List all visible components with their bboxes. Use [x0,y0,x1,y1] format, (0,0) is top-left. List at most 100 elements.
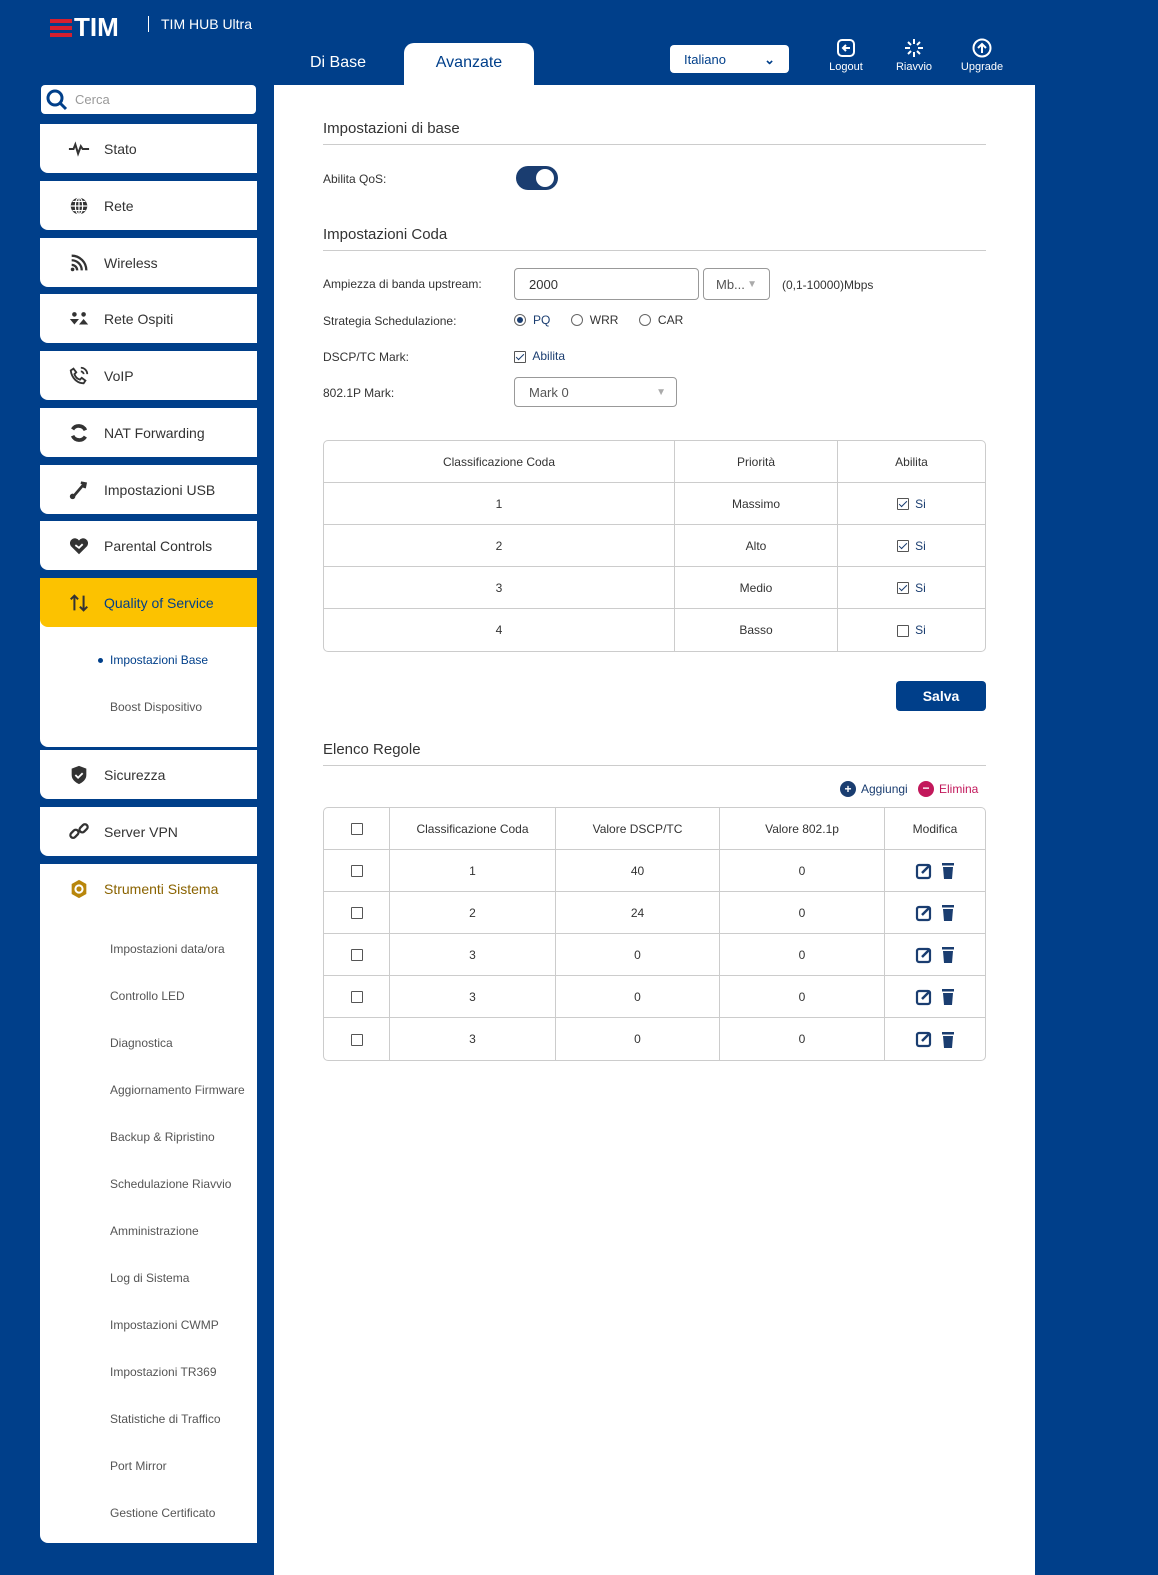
row-checkbox[interactable] [350,907,363,920]
sidebar-item-quality-of-service[interactable]: Quality of Service Impostazioni Base Boost… [40,578,257,747]
row-checkbox[interactable] [350,1033,363,1046]
sidebar-item-head[interactable]: Quality of Service [40,578,257,627]
delete-button[interactable]: − Elimina [918,781,978,797]
sidebar-subitem[interactable]: Controllo LED [110,989,185,1003]
sidebar-item-head[interactable]: Parental Controls [40,521,257,570]
row-checkbox[interactable] [350,949,363,962]
sidebar-subitem[interactable]: Backup & Ripristino [110,1130,215,1144]
sidebar-subitem[interactable]: Amministrazione [110,1224,199,1238]
reboot-button[interactable]: Riavvio [884,38,944,73]
queue-table: Classificazione Coda Priorità Abilita 1 Mas… [323,440,986,652]
mark-select[interactable]: Mark 0 ▼ [514,377,677,407]
sidebar-item-head[interactable]: Rete Ospiti [40,294,257,343]
enable-checkbox[interactable] [897,582,910,595]
sidebar-subitem[interactable]: Statistiche di Traffico [110,1412,221,1426]
add-button[interactable]: + Aggiungi [840,781,908,797]
product-name: TIM HUB Ultra [148,16,252,32]
sidebar-subitem[interactable]: Diagnostica [110,1036,173,1050]
sidebar-item-rete-ospiti[interactable]: Rete Ospiti [40,294,257,343]
trash-icon[interactable] [941,1031,955,1048]
sidebar-item-strumenti-sistema[interactable]: Strumenti Sistema Impostazioni data/ora Co… [40,864,257,1543]
col-edit: Modifica [885,808,985,850]
p8021-cell: 0 [720,850,885,892]
queue-cell: 4 [324,609,675,651]
sidebar-item-head[interactable]: Stato [40,124,257,173]
sidebar-item-stato[interactable]: Stato [40,124,257,173]
sidebar-subitem[interactable]: Impostazioni Base [40,637,257,684]
enable-checkbox[interactable] [897,624,910,637]
enable-cell[interactable]: Si [838,525,985,567]
edit-icon[interactable] [915,988,933,1006]
bandwidth-unit-select[interactable]: Mb... ▼ [703,268,770,300]
qos-toggle[interactable] [516,166,558,190]
dscp-cell: 40 [556,850,720,892]
sidebar-item-server-vpn[interactable]: Server VPN [40,807,257,856]
sidebar-item-sicurezza[interactable]: Sicurezza [40,750,257,799]
enable-checkbox[interactable] [897,540,910,553]
row-checkbox[interactable] [350,991,363,1004]
tim-logo: TIM [50,12,119,43]
enable-checkbox[interactable] [897,498,910,511]
queue-cell: 1 [390,850,556,892]
sidebar-item-wireless[interactable]: Wireless [40,238,257,287]
shield-icon [71,765,87,784]
trash-icon[interactable] [941,862,955,879]
trash-icon[interactable] [941,904,955,921]
sidebar-item-label: Quality of Service [104,594,214,611]
sidebar-subitem[interactable]: Aggiornamento Firmware [110,1083,245,1097]
trash-icon[interactable] [941,946,955,963]
sidebar-subitem[interactable]: Port Mirror [110,1459,167,1473]
trash-icon[interactable] [941,988,955,1005]
radio-car[interactable]: CAR [638,313,683,327]
sidebar-item-voip[interactable]: VoIP [40,351,257,400]
table-row: 3 Medio Si [324,567,985,609]
sidebar-subitem[interactable]: Gestione Certificato [110,1506,216,1520]
save-button[interactable]: Salva [896,681,986,711]
sidebar-subitem[interactable]: Schedulazione Riavvio [110,1177,232,1191]
search-input[interactable]: Cerca [41,85,256,114]
sidebar-subitem[interactable]: Impostazioni CWMP [110,1318,219,1332]
enable-cell[interactable]: Si [838,567,985,609]
queue-cell: 3 [324,567,675,609]
sidebar-item-head[interactable]: Rete [40,181,257,230]
sidebar-item-parental-controls[interactable]: Parental Controls [40,521,257,570]
sidebar-item-head[interactable]: Wireless [40,238,257,287]
sidebar-item-head[interactable]: Strumenti Sistema [40,864,257,913]
edit-icon[interactable] [915,946,933,964]
sidebar-subitem[interactable]: Impostazioni TR369 [110,1365,217,1379]
edit-icon[interactable] [915,904,933,922]
sidebar-item-head[interactable]: VoIP [40,351,257,400]
select-all-checkbox[interactable] [350,823,363,836]
dscp-checkbox[interactable]: Abilita [514,349,565,363]
p8021-cell: 0 [720,892,885,934]
sidebar-item-head[interactable]: Impostazioni USB [40,465,257,514]
reboot-label: Riavvio [895,61,933,73]
tab-di-base[interactable]: Di Base [309,54,367,71]
language-select[interactable]: Italiano ⌄ [670,45,789,73]
upgrade-button[interactable]: Upgrade [952,38,1012,73]
radio-pq[interactable]: PQ [514,313,550,327]
bandwidth-input[interactable]: 2000 [514,268,699,300]
sidebar-subitem[interactable]: Boost Dispositivo [110,700,203,714]
enable-cell[interactable]: Si [838,609,985,651]
section-title-queue: Impostazioni Coda [323,226,986,251]
sidebar-item-head[interactable]: NAT Forwarding [40,408,257,457]
row-checkbox[interactable] [350,865,363,878]
enable-cell[interactable]: Si [838,483,985,525]
mark-label: 802.1P Mark: [323,386,395,400]
logout-button[interactable]: Logout [816,38,876,73]
radio-wrr[interactable]: WRR [570,313,618,327]
edit-icon[interactable] [915,1030,933,1048]
sidebar-item-nat-forwarding[interactable]: NAT Forwarding [40,408,257,457]
sidebar-item-head[interactable]: Sicurezza [40,750,257,799]
main-panel: Impostazioni di base Abilita QoS: Impost… [274,85,1035,1575]
sidebar-subitem[interactable]: Log di Sistema [110,1271,190,1285]
sidebar-item-head[interactable]: Server VPN [40,807,257,856]
sidebar-item-rete[interactable]: Rete [40,181,257,230]
sidebar-item-impostazioni-usb[interactable]: Impostazioni USB [40,465,257,514]
sidebar-subitem[interactable]: Impostazioni data/ora [110,942,225,956]
edit-icon[interactable] [915,862,933,880]
tab-avanzate[interactable]: Avanzate [404,43,534,85]
enable-label: Si [915,580,926,595]
